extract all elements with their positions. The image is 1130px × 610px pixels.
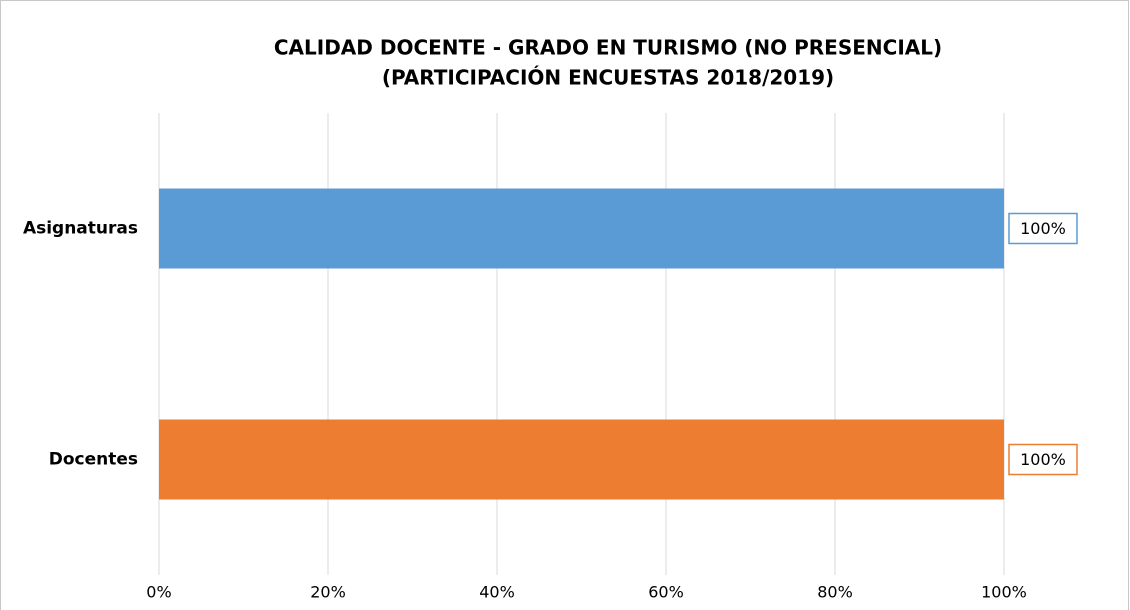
x-tick-label: 40% xyxy=(479,583,515,602)
y-tick-label: Asignaturas xyxy=(23,219,138,239)
x-tick-label: 60% xyxy=(648,583,684,602)
x-tick-label: 0% xyxy=(146,583,171,602)
value-label-box xyxy=(1008,212,1078,245)
value-label-box xyxy=(1008,443,1078,476)
chart-title: (PARTICIPACIÓN ENCUESTAS 2018/2019) xyxy=(382,66,834,90)
x-tick-label: 100% xyxy=(981,583,1027,602)
y-tick-label: Docentes xyxy=(49,450,138,470)
chart-title: CALIDAD DOCENTE - GRADO EN TURISMO (NO P… xyxy=(274,36,942,60)
value-label: 100% xyxy=(1020,450,1066,469)
bar xyxy=(159,419,1004,500)
bar xyxy=(159,188,1004,269)
x-tick-label: 80% xyxy=(817,583,853,602)
x-tick-label: 20% xyxy=(310,583,346,602)
value-label: 100% xyxy=(1020,219,1066,238)
